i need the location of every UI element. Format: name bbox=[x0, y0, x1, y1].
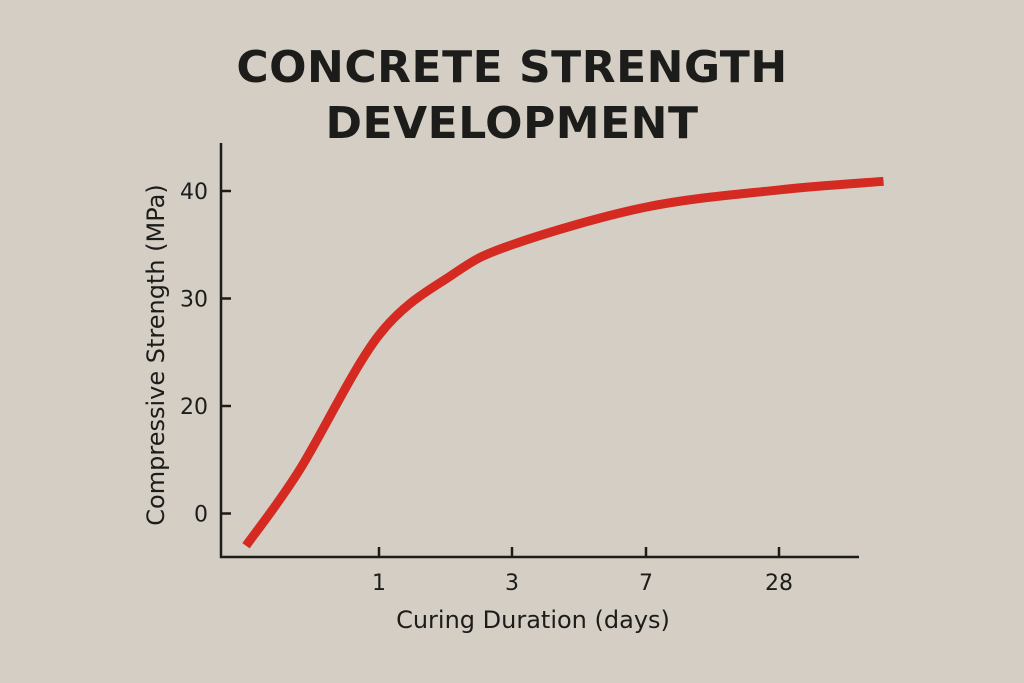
y-tick-label: 0 bbox=[194, 503, 208, 528]
y-axis-label: Compressive Strength (MPa) bbox=[142, 184, 170, 525]
x-tick-label: 28 bbox=[765, 571, 793, 596]
y-tick-label: 40 bbox=[180, 180, 208, 205]
chart-title-line1: CONCRETE STRENGTH bbox=[236, 42, 788, 93]
chart-title-line2: DEVELOPMENT bbox=[325, 98, 699, 149]
series-line bbox=[242, 176, 884, 549]
x-axis-label: Curing Duration (days) bbox=[396, 606, 670, 634]
y-tick-label: 30 bbox=[180, 288, 208, 313]
chart-title: CONCRETE STRENGTH DEVELOPMENT bbox=[0, 40, 1024, 152]
y-tick-label: 20 bbox=[180, 395, 208, 420]
x-tick-label: 1 bbox=[372, 571, 386, 596]
x-tick-label: 7 bbox=[639, 571, 653, 596]
x-tick-label: 3 bbox=[505, 571, 519, 596]
